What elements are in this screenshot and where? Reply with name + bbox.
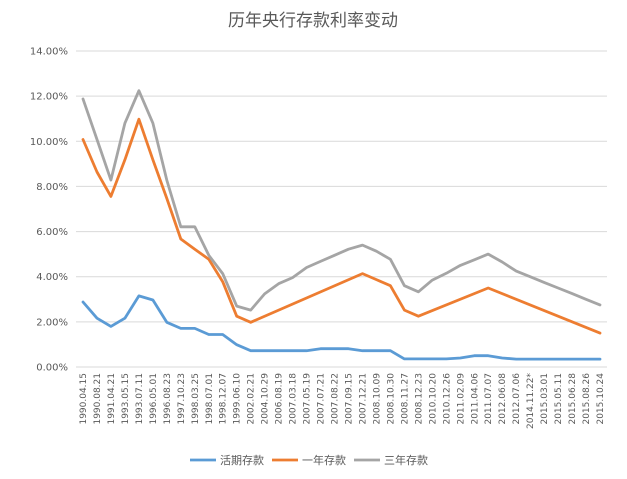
series-line-2 [81, 117, 602, 335]
x-tick-label: 1993.05.15 [121, 373, 131, 425]
x-tick-label: 2007.05.19 [303, 373, 313, 425]
x-tick-label: 2015.03.01 [540, 373, 550, 425]
x-tick-label: 2008.11.27 [400, 373, 410, 425]
y-tick-label: 2.00% [36, 317, 68, 328]
x-tick-label: 2011.04.06 [470, 373, 480, 425]
x-tick-label: 1990.08.21 [93, 373, 103, 425]
y-tick-label: 14.00% [30, 47, 68, 58]
x-tick-label: 2007.09.15 [344, 373, 354, 425]
y-tick-label: 10.00% [30, 137, 68, 148]
x-tick-label: 2010.12.26 [442, 373, 452, 425]
x-tick-label: 2015.05.11 [554, 373, 564, 425]
x-tick-label: 1999.06.10 [233, 373, 243, 425]
y-tick-label: 0.00% [36, 363, 68, 374]
x-tick-label: 1997.10.23 [177, 373, 187, 425]
x-tick-label: 2007.12.21 [358, 373, 368, 425]
legend-label: 三年存款 [384, 453, 428, 467]
x-tick-label: 2008.12.23 [414, 373, 424, 425]
x-tick-label: 2007.08.22 [331, 373, 341, 425]
y-tick-label: 12.00% [30, 92, 68, 103]
x-tick-label: 1998.07.01 [205, 373, 215, 425]
x-tick-label: 1991.04.21 [107, 373, 117, 425]
x-tick-label: 2008.10.30 [386, 373, 396, 425]
x-tick-label: 2015.08.26 [582, 373, 592, 425]
legend-label: 一年存款 [302, 453, 346, 467]
x-tick-label: 1993.07.11 [135, 373, 145, 425]
x-tick-label: 1996.08.23 [163, 373, 173, 425]
x-tick-label: 2006.08.19 [275, 373, 285, 425]
x-tick-label: 2007.03.18 [289, 373, 299, 425]
x-tick-label: 2011.02.09 [456, 373, 466, 425]
x-tick-label: 2008.10.09 [372, 373, 382, 425]
x-tick-label: 2012.07.06 [512, 373, 522, 425]
x-tick-label: 1998.03.25 [191, 373, 201, 425]
x-tick-label: 2004.10.29 [261, 373, 271, 425]
x-tick-label: 2012.06.08 [498, 373, 508, 425]
x-tick-label: 2014.11.22* [526, 373, 536, 430]
gridlines [76, 50, 607, 368]
series-line-3 [81, 89, 602, 312]
legend-label: 活期存款 [220, 453, 264, 467]
x-tick-label: 2010.10.20 [428, 373, 438, 425]
x-tick-label: 1998.12.07 [219, 373, 229, 425]
x-tick-label: 2007.07.21 [317, 373, 327, 425]
x-tick-label: 2015.06.28 [568, 373, 578, 425]
x-tick-label: 2002.02.21 [247, 373, 257, 425]
x-tick-label: 2011.07.07 [484, 373, 494, 425]
x-tick-label: 2015.10.24 [596, 373, 606, 425]
y-axis-ticks: 0.00% 2.00% 4.00% 6.00% 8.00% 10.00% 12.00% 14.… [30, 47, 68, 374]
series-line-1 [81, 294, 602, 361]
legend: 活期存款 一年存款 三年存款 [190, 453, 428, 467]
y-tick-label: 4.00% [36, 272, 68, 283]
series-group [81, 89, 602, 361]
x-tick-label: 1996.05.01 [149, 373, 159, 425]
y-tick-label: 6.00% [36, 227, 68, 238]
y-tick-label: 8.00% [36, 182, 68, 193]
x-tick-label: 1990.04.15 [79, 373, 89, 425]
chart-title: 历年央行存款利率变动 [228, 11, 398, 31]
x-axis-ticks: 1990.04.15 1990.08.21 1991.04.21 1993.05.15… [79, 373, 606, 430]
